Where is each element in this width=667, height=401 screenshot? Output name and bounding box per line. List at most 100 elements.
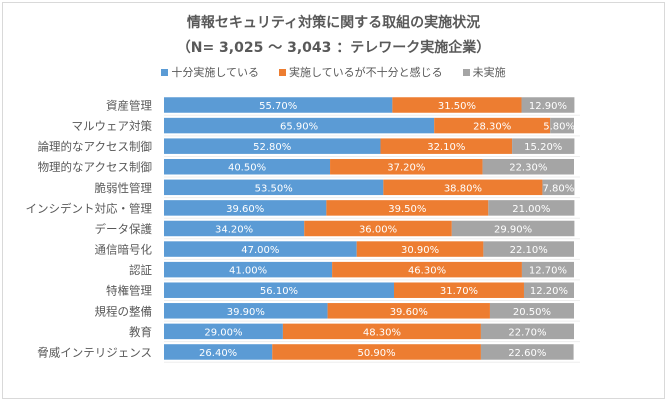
category-label: 通信暗号化 <box>95 243 153 257</box>
data-label: 31.70% <box>440 286 478 297</box>
bar-segment <box>480 344 574 360</box>
data-label: 7.80% <box>543 183 575 194</box>
bar-segment <box>164 344 273 360</box>
data-label: 40.50% <box>228 163 266 174</box>
bar-segment <box>164 303 328 319</box>
legend: 十分実施している 実施しているが不十分と感じる 未実施 <box>0 64 667 80</box>
bar-segment <box>164 97 393 113</box>
data-label: 34.20% <box>215 224 253 235</box>
bar-segment <box>164 261 333 278</box>
data-label: 22.70% <box>508 327 546 338</box>
bar-segment <box>512 138 575 154</box>
data-label: 48.30% <box>363 327 401 338</box>
data-label: 36.00% <box>359 224 397 235</box>
bar-segment <box>326 200 489 216</box>
bar-segment <box>451 220 575 237</box>
bar-segment <box>164 158 331 175</box>
data-label: 12.20% <box>530 286 568 297</box>
chart-subtitle: （N= 3,025 ～ 3,043 ：テレワーク実施企業） <box>176 40 491 56</box>
category-label: 資産管理 <box>106 99 152 113</box>
legend-label: 未実施 <box>472 66 506 79</box>
data-label: 41.00% <box>229 266 267 277</box>
data-label: 5.80% <box>543 122 575 133</box>
data-label: 47.00% <box>241 245 279 256</box>
category-label: 規程の整備 <box>95 304 153 318</box>
legend-label: 実施しているが不十分と感じる <box>289 66 443 79</box>
bar-segment <box>521 97 575 113</box>
data-label: 39.60% <box>390 307 428 318</box>
bar-segment <box>327 303 490 319</box>
category-label: 特権管理 <box>106 284 152 298</box>
bar-segment <box>521 261 574 278</box>
data-label: 32.10% <box>427 142 465 153</box>
data-label: 39.90% <box>227 307 265 318</box>
bar-segment <box>164 138 381 154</box>
bar-segment <box>392 97 522 113</box>
bar-segment <box>330 158 483 175</box>
bar-segment <box>304 220 452 237</box>
data-label: 15.20% <box>524 142 562 153</box>
data-label: 37.20% <box>387 163 425 174</box>
bar-segment <box>164 241 357 257</box>
category-label: 脆弱性管理 <box>95 181 153 195</box>
data-label: 31.50% <box>438 101 476 112</box>
data-label: 39.50% <box>388 204 426 215</box>
bar-segment <box>542 179 575 196</box>
bar-segment <box>164 117 435 134</box>
category-label: マルウェア対策 <box>72 119 153 133</box>
data-label: 39.60% <box>226 204 264 215</box>
data-label: 56.10% <box>260 286 298 297</box>
data-label: 46.30% <box>408 266 446 277</box>
bar-segment <box>480 323 574 340</box>
data-label: 29.90% <box>494 224 532 235</box>
bar-segment <box>164 282 395 298</box>
bar-segment <box>523 282 574 298</box>
legend-label: 十分実施している <box>171 66 259 79</box>
category-label: 教育 <box>129 325 152 339</box>
data-label: 53.50% <box>255 183 293 194</box>
bar-segment <box>164 323 283 340</box>
data-label: 21.00% <box>512 204 550 215</box>
legend-swatch <box>462 69 470 76</box>
bar-segment <box>489 303 574 319</box>
category-label: 脅威インテリジェンス <box>37 345 152 359</box>
bar-segment <box>380 138 513 154</box>
category-label: 論理的なアクセス制御 <box>38 140 152 154</box>
data-label: 55.70% <box>259 101 297 112</box>
bar-segment <box>356 241 484 257</box>
bar-segment <box>272 344 481 360</box>
bar-segment <box>394 282 524 298</box>
data-label: 28.30% <box>473 122 511 133</box>
bar-segment <box>164 220 305 237</box>
bar-segment <box>550 117 574 134</box>
bar-segment <box>434 117 551 134</box>
data-label: 20.50% <box>513 307 551 318</box>
data-label: 65.90% <box>280 122 318 133</box>
data-label: 30.90% <box>401 245 439 256</box>
category-label: インシデント対応・管理 <box>26 201 153 215</box>
data-label: 12.70% <box>529 266 567 277</box>
bar-segment <box>488 200 575 216</box>
data-label: 50.90% <box>358 348 396 359</box>
data-label: 22.30% <box>509 163 547 174</box>
data-label: 26.40% <box>199 348 237 359</box>
legend-swatch <box>161 69 169 76</box>
bar-segment <box>164 200 327 216</box>
legend-item: 十分実施している <box>161 64 259 80</box>
chart-title: 情報セキュリティ対策に関する取組の実施状況 <box>186 15 481 31</box>
legend-item: 実施しているが不十分と感じる <box>279 64 443 80</box>
bar-segment <box>164 179 384 196</box>
bar-segment <box>332 261 522 278</box>
data-label: 22.60% <box>508 348 546 359</box>
data-label: 12.90% <box>529 101 567 112</box>
bar-segment <box>383 179 543 196</box>
legend-item: 未実施 <box>462 64 506 80</box>
category-label: データ保護 <box>95 222 153 236</box>
bar-segment <box>482 158 574 175</box>
data-label: 22.10% <box>510 245 548 256</box>
bar-segment <box>282 323 481 340</box>
bar-segment <box>483 241 574 257</box>
